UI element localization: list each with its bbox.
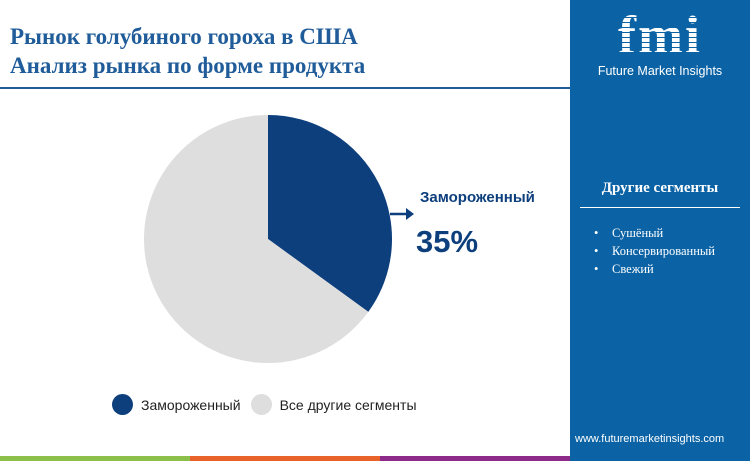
bar-orange [190,456,380,461]
fmi-logo: fmi Future Market Insights [595,8,725,78]
arrow-right-icon [390,208,414,220]
segments-list: Сушёный Консервированный Свежий [594,226,715,280]
segments-divider [580,207,740,208]
footer-color-bar [0,456,570,461]
segment-item: Свежий [594,262,715,280]
segment-item: Консервированный [594,244,715,262]
legend-swatch [250,394,272,415]
title-divider [0,87,570,89]
legend-label: Замороженный [141,396,241,413]
segment-item: Сушёный [594,226,715,244]
website-link[interactable]: www.futuremarketinsights.com [575,433,725,445]
callout-value: 35% [416,224,479,259]
legend-item-others: Все другие сегменты [250,394,417,415]
pie-chart [143,115,392,363]
logo-mark: fmi [595,8,725,62]
title-line-1: Рынок голубиного гороха в США [10,24,358,49]
bar-purple [380,456,570,461]
legend-label: Все другие сегменты [279,396,417,413]
legend: Замороженный Все другие сегменты [112,394,427,415]
segments-title: Другие сегменты [601,180,719,196]
sidebar: fmi Future Market Insights Другие сегмен… [570,0,750,461]
title-line-2: Анализ рынка по форме продукта [10,53,366,78]
bar-green [0,456,190,461]
logo-subtitle: Future Market Insights [597,64,723,78]
callout-label: Замороженный [420,189,535,206]
legend-swatch [112,394,133,415]
pie-slice-frozen [268,115,392,312]
pie-slice-others [143,115,369,363]
page-title: Рынок голубиного гороха в США Анализ рын… [10,22,365,80]
legend-item-frozen: Замороженный [112,394,241,415]
